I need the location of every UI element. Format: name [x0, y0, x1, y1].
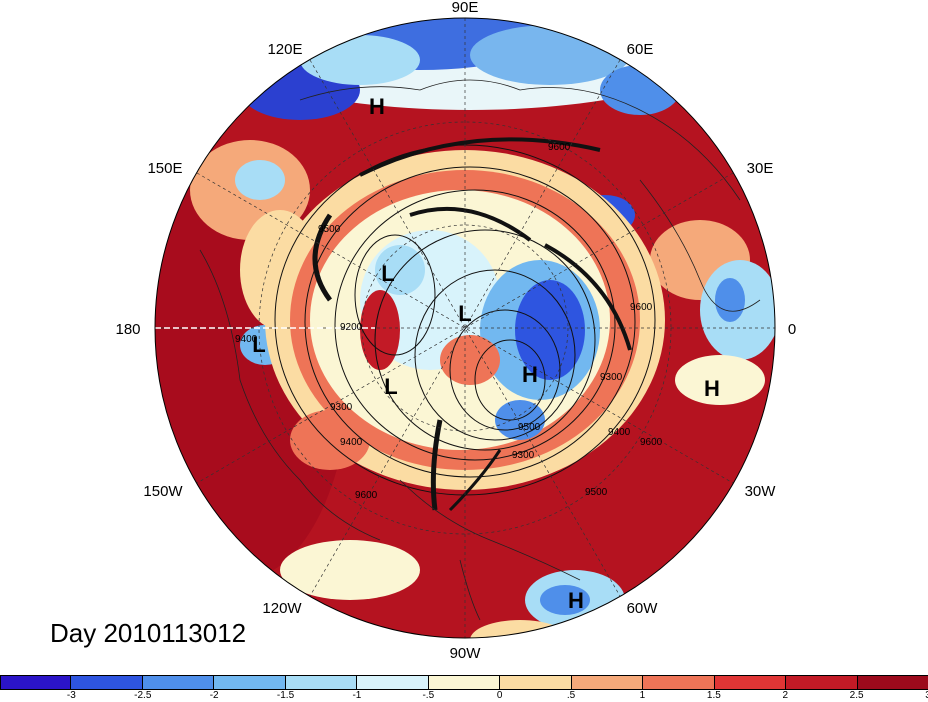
colorbar-tick-label: -2 — [209, 690, 219, 701]
lon-label-150e: 150E — [147, 160, 182, 177]
contour-label: 9400 — [608, 427, 631, 438]
lon-label-120e: 120E — [267, 41, 302, 58]
high-center-marker: H — [704, 376, 720, 401]
colorbar-swatch — [643, 675, 715, 689]
colorbar-tick-label: 2 — [782, 690, 788, 701]
lon-label-180: 180 — [115, 321, 140, 338]
colorbar-tick-label: 0 — [496, 690, 503, 701]
colorbar-tick-label: -3 — [66, 690, 76, 701]
colorbar — [0, 675, 928, 689]
lon-label-120w: 120W — [262, 600, 302, 617]
contour-label: 9600 — [640, 437, 663, 448]
colorbar-swatch — [357, 675, 429, 689]
low-center-marker: L — [252, 332, 265, 357]
contour-label: 9600 — [355, 490, 378, 501]
lon-label-60e: 60E — [627, 41, 654, 58]
colorbar-swatch — [71, 675, 143, 689]
polar-map: 90E 120E 60E 150E 30E 180 0 150W 30W 120… — [115, 0, 796, 662]
colorbar-swatch — [714, 675, 787, 689]
contour-label: 9600 — [630, 302, 653, 313]
contour-label: 9200 — [340, 322, 363, 333]
lon-label-60w: 60W — [627, 600, 659, 617]
lon-label-90e: 90E — [452, 0, 479, 16]
contour-label: 9500 — [585, 487, 608, 498]
lon-label-150w: 150W — [143, 483, 183, 500]
colorbar-swatch — [786, 675, 858, 689]
lon-label-0: 0 — [788, 321, 796, 338]
high-center-marker: H — [369, 94, 385, 119]
contour-label: 9400 — [340, 437, 363, 448]
colorbar-tick-label: -2.5 — [134, 690, 152, 701]
colorbar-swatch — [571, 675, 644, 689]
contour-label: 9300 — [512, 450, 535, 461]
lon-label-30w: 30W — [745, 483, 777, 500]
contour-label: 9400 — [235, 334, 258, 345]
colorbar-swatch — [500, 675, 572, 689]
contour-label: 9300 — [330, 402, 353, 413]
contour-label: 9600 — [548, 142, 571, 153]
colorbar-tick-label: -1.5 — [276, 690, 295, 701]
high-center-marker: H — [568, 588, 584, 613]
lon-label-30e: 30E — [747, 160, 774, 177]
colorbar-tick-label: 3 — [925, 690, 928, 701]
colorbar-tick-label: .5 — [566, 690, 576, 701]
low-center-marker: L — [458, 301, 471, 326]
colorbar-swatch — [0, 675, 72, 689]
contour-label: 9500 — [518, 422, 541, 433]
colorbar-tick-label: -.5 — [422, 690, 435, 701]
day-label: Day 2010113012 — [50, 618, 247, 648]
colorbar-swatch — [142, 675, 215, 689]
colorbar-swatch — [285, 675, 358, 689]
colorbar-tick-label: 1 — [639, 690, 646, 701]
high-center-marker: H — [522, 362, 538, 387]
colorbar-tick-label: 1.5 — [706, 690, 721, 701]
colorbar-tick-label: 2.5 — [849, 690, 864, 701]
colorbar-swatch — [857, 675, 928, 689]
colorbar-swatch — [428, 675, 501, 689]
contour-label: 9300 — [600, 372, 623, 383]
colorbar-swatch — [214, 675, 286, 689]
lon-label-90w: 90W — [450, 645, 482, 662]
colorbar-frame — [0, 675, 928, 690]
anomaly-field — [155, 18, 775, 638]
low-center-marker: L — [384, 374, 397, 399]
colorbar-tick-label: -1 — [352, 690, 362, 701]
contour-label: 9500 — [318, 224, 341, 235]
low-center-marker: L — [381, 261, 394, 286]
